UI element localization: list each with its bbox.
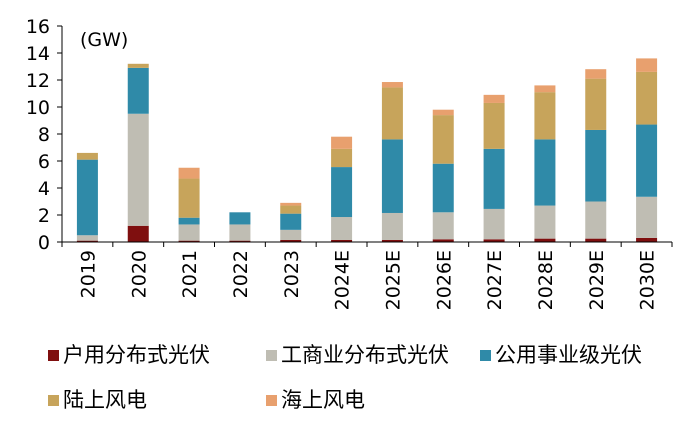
bar-segment-2030E-s4	[636, 58, 658, 72]
bar-segment-2025E-s3	[381, 87, 403, 140]
bar-segment-2027E-s0	[483, 239, 505, 242]
bar-segment-2020-s2	[127, 67, 149, 114]
bar-segment-2020-s1	[127, 113, 149, 226]
y-tick-label: 0	[38, 232, 50, 254]
y-tick-label: 6	[38, 151, 50, 173]
y-tick-label: 10	[26, 97, 50, 119]
bar-segment-2026E-s3	[432, 115, 454, 164]
x-tick-label: 2030E	[637, 250, 659, 310]
x-tick-label: 2026E	[433, 250, 455, 310]
legend-swatch	[266, 395, 277, 406]
bar-segment-2023-s1	[280, 229, 302, 240]
bar-segment-2026E-s0	[432, 239, 454, 242]
bar-segment-2022-s2	[229, 212, 251, 225]
y-tick-label: 4	[38, 178, 50, 200]
legend-swatch	[48, 350, 59, 361]
bar-segment-2028E-s1	[534, 205, 556, 239]
bar-segment-2029E-s4	[585, 69, 607, 79]
bar-segment-2021-s2	[178, 217, 200, 225]
bar-segment-2022-s1	[229, 224, 251, 241]
bar-segment-2030E-s1	[636, 196, 658, 238]
bar-segment-2023-s2	[280, 213, 302, 230]
legend-label: 公用事业级光伏	[495, 343, 642, 367]
bar-segment-2030E-s3	[636, 71, 658, 125]
bar-segment-2021-s1	[178, 224, 200, 241]
bar-segment-2030E-s2	[636, 124, 658, 197]
bar-segment-2026E-s1	[432, 212, 454, 240]
bar-segment-2020-s0	[127, 225, 149, 242]
bar-segment-2027E-s3	[483, 102, 505, 149]
bar-segment-2029E-s3	[585, 78, 607, 130]
legend-swatch	[266, 350, 277, 361]
bar-segment-2029E-s2	[585, 129, 607, 202]
bar-segment-2029E-s1	[585, 201, 607, 239]
x-tick-label: 2019	[77, 250, 99, 298]
bar-segment-2021-s3	[178, 178, 200, 218]
legend-swatch	[480, 350, 491, 361]
unit-label: (GW)	[80, 29, 128, 51]
x-axis-ticks: 2019 2020 2021 2022 2023 2024E 2025E 2026E 2027E…	[61, 242, 673, 310]
bar-segment-2024E-s3	[331, 148, 353, 168]
bar-segment-2027E-s2	[483, 148, 505, 209]
legend-label: 陆上风电	[63, 388, 147, 412]
x-tick-label: 2027E	[484, 250, 506, 310]
bar-segment-2021-s0	[178, 240, 200, 242]
bar-segment-2024E-s0	[331, 239, 353, 242]
bars-layer	[76, 58, 658, 242]
bar-segment-2027E-s4	[483, 94, 505, 103]
y-tick-label: 16	[26, 16, 50, 38]
bar-segment-2023-s3	[280, 205, 302, 214]
y-tick-label: 14	[26, 43, 50, 65]
bar-segment-2023-s4	[280, 202, 302, 206]
bar-segment-2030E-s0	[636, 237, 658, 242]
bar-segment-2024E-s1	[331, 217, 353, 240]
y-tick-label: 2	[38, 205, 50, 227]
bar-segment-2026E-s2	[432, 163, 454, 213]
y-axis-ticks: 0 2 4 6 8 10 12 14 16	[26, 16, 62, 254]
bar-segment-2019-s3	[76, 152, 98, 160]
bar-segment-2025E-s0	[381, 239, 403, 242]
bar-segment-2024E-s2	[331, 167, 353, 218]
bar-segment-2021-s4	[178, 167, 200, 179]
bar-segment-2028E-s2	[534, 139, 556, 206]
x-tick-label: 2020	[128, 250, 150, 298]
x-tick-label: 2023	[281, 250, 303, 298]
bar-segment-2023-s0	[280, 239, 302, 242]
x-tick-label: 2021	[179, 250, 201, 298]
x-tick-label: 2024E	[332, 250, 354, 310]
legend-label: 海上风电	[281, 388, 365, 412]
bar-segment-2019-s0	[76, 240, 98, 242]
x-tick-label: 2025E	[382, 250, 404, 310]
y-tick-label: 12	[26, 70, 50, 92]
bar-segment-2019-s1	[76, 235, 98, 241]
bar-segment-2020-s3	[127, 63, 149, 68]
bar-segment-2029E-s0	[585, 238, 607, 242]
bar-segment-2024E-s4	[331, 136, 353, 149]
bar-segment-2019-s2	[76, 159, 98, 236]
bar-segment-2026E-s4	[432, 109, 454, 116]
legend-label: 工商业分布式光伏	[281, 343, 449, 367]
bar-segment-2028E-s0	[534, 238, 556, 242]
bar-segment-2025E-s4	[381, 82, 403, 88]
y-tick-label: 8	[38, 124, 50, 146]
bar-segment-2025E-s2	[381, 139, 403, 213]
bar-segment-2027E-s1	[483, 208, 505, 240]
x-tick-label: 2022	[230, 250, 252, 298]
bar-segment-2022-s0	[229, 240, 251, 242]
legend-label: 户用分布式光伏	[63, 343, 210, 367]
bar-segment-2025E-s1	[381, 212, 403, 240]
legend-swatch	[48, 395, 59, 406]
x-tick-label: 2029E	[586, 250, 608, 310]
bar-segment-2028E-s3	[534, 92, 556, 140]
x-tick-label: 2028E	[535, 250, 557, 310]
bar-segment-2028E-s4	[534, 85, 556, 93]
